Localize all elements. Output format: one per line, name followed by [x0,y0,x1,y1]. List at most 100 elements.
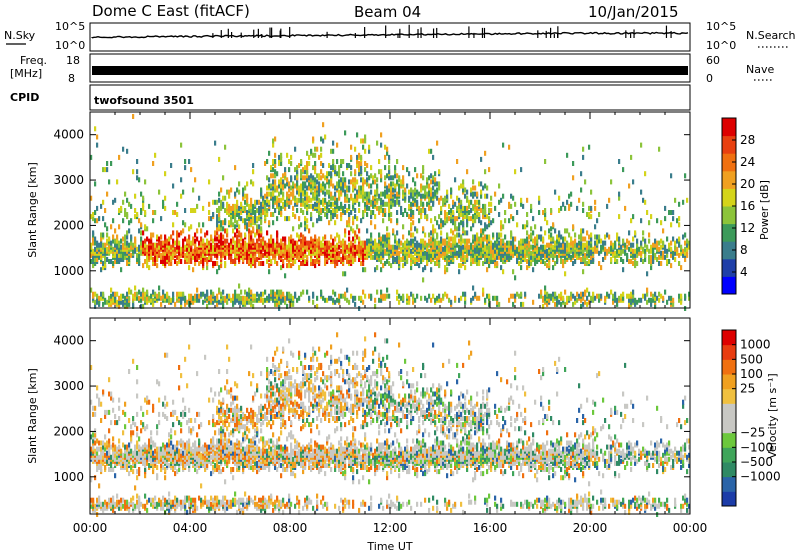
range-time-cell [310,236,313,242]
range-time-cell [290,263,293,269]
range-time-cell [134,291,137,297]
range-time-cell [394,165,397,171]
range-time-cell [458,263,461,269]
range-time-cell [434,181,437,187]
range-time-cell [284,295,287,301]
range-time-cell [426,242,429,248]
range-time-cell [348,179,351,185]
range-time-cell [498,301,501,307]
range-time-cell [100,295,103,301]
range-time-cell [686,246,689,252]
range-time-cell [326,201,329,207]
range-time-cell [216,242,219,248]
range-time-cell [288,216,291,222]
range-time-cell [388,154,391,160]
range-time-cell [336,181,339,187]
range-time-cell [436,220,439,226]
range-time-cell [524,224,527,230]
range-time-cell [540,289,543,295]
range-time-cell [514,293,517,299]
range-time-cell [254,293,257,299]
range-time-cell [546,248,549,254]
range-time-cell [376,191,379,197]
range-time-cell [674,257,677,262]
range-time-cell [348,203,351,209]
range-time-cell [218,205,221,211]
range-time-cell [250,230,253,236]
range-time-cell [112,199,115,205]
range-time-cell [640,142,643,148]
range-time-cell [658,297,661,303]
range-time-cell [280,205,283,211]
sky-search-panel: N.Sky 10^5 10^0 10^5 10^0 N.Search [4,20,796,52]
range-time-cell [670,210,673,215]
range-time-cell [318,240,321,246]
range-time-cell [316,257,319,262]
range-time-cell [452,218,455,224]
range-time-cell [486,234,489,240]
range-time-cell [94,218,97,224]
range-time-cell [360,177,363,183]
range-time-cell [532,230,535,236]
range-time-cell [582,228,585,234]
range-time-cell [344,291,347,297]
range-time-cell [538,234,541,240]
range-time-cell [432,175,435,181]
range-time-cell [184,236,187,242]
range-time-cell [394,234,397,240]
range-time-cell [650,248,653,254]
colorbar-tick-label: 24 [740,155,755,169]
range-time-cell [342,181,345,187]
range-time-cell [222,240,225,246]
range-time-cell [472,185,475,191]
range-time-cell [672,236,675,242]
range-time-cell [232,244,235,250]
range-time-cell [478,236,481,242]
range-time-cell [224,254,227,260]
range-time-cell [334,244,337,250]
range-time-cell [164,205,167,211]
range-time-cell [426,250,429,256]
range-time-cell [236,234,239,240]
range-time-cell [218,234,221,240]
range-time-cell [100,501,103,507]
range-time-cell [360,161,363,166]
range-time-cell [100,440,103,446]
range-time-cell [568,295,571,301]
range-time-cell [530,254,533,260]
range-time-cell [682,234,685,240]
range-time-cell [334,236,337,242]
range-time-cell [448,203,451,209]
range-time-cell [342,254,345,260]
range-time-cell [222,303,225,309]
range-time-cell [312,185,315,191]
range-time-cell [294,195,297,201]
range-time-cell [238,189,241,195]
range-time-cell [276,293,279,299]
range-time-cell [206,303,209,309]
range-time-cell [340,212,343,217]
range-time-cell [272,173,275,179]
range-time-cell [152,232,155,238]
range-time-cell [486,185,489,191]
range-time-cell [286,250,289,256]
range-time-cell [336,197,339,203]
range-time-cell [294,259,297,264]
range-time-cell [100,463,103,468]
range-time-cell [628,183,631,189]
range-time-cell [310,183,313,189]
range-time-cell [344,203,347,209]
range-time-cell [672,216,675,222]
range-time-cell [530,232,533,238]
range-time-cell [92,411,95,417]
range-time-cell [424,250,427,256]
range-time-cell [242,187,245,193]
range-time-cell [558,293,561,299]
range-time-cell [396,244,399,250]
range-time-cell [448,261,451,266]
range-time-cell [324,234,327,240]
range-time-cell [102,167,105,173]
range-time-cell [182,242,185,248]
range-time-cell [98,499,101,505]
range-time-cell [178,254,181,260]
